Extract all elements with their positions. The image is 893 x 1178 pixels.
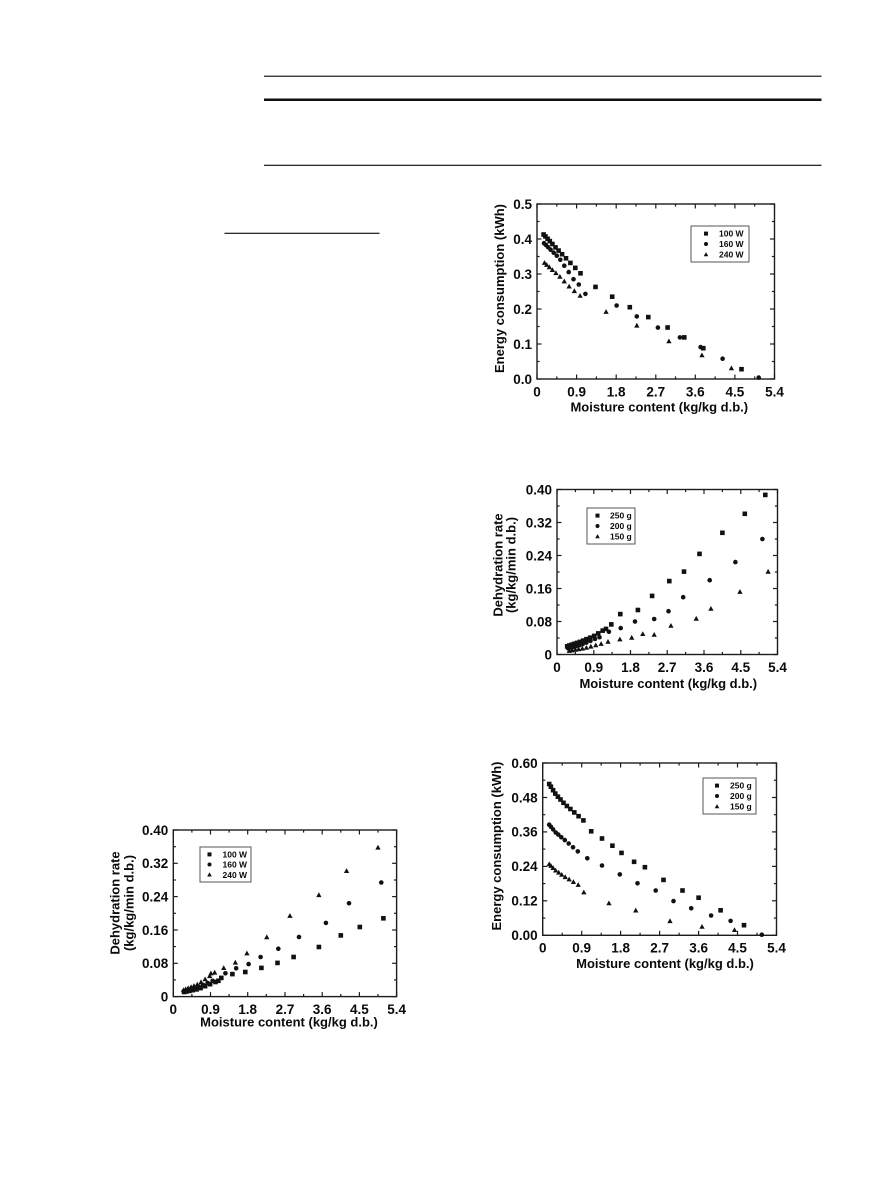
svg-text:3.6: 3.6 (313, 1002, 332, 1017)
svg-text:0.24: 0.24 (526, 548, 553, 563)
svg-text:0.1: 0.1 (513, 337, 532, 352)
svg-text:0: 0 (553, 660, 561, 675)
svg-text:0.40: 0.40 (526, 482, 552, 497)
svg-text:150 g: 150 g (730, 802, 752, 812)
svg-text:100 W: 100 W (223, 850, 249, 860)
svg-text:1.8: 1.8 (238, 1002, 257, 1017)
svg-text:250 g: 250 g (610, 511, 632, 521)
svg-text:240 W: 240 W (223, 870, 249, 880)
svg-text:100 W: 100 W (719, 229, 745, 239)
svg-text:0: 0 (161, 989, 169, 1004)
svg-text:0.48: 0.48 (511, 790, 538, 805)
svg-text:0.4: 0.4 (513, 232, 532, 247)
svg-text:0.16: 0.16 (142, 923, 169, 938)
svg-text:0.9: 0.9 (572, 941, 591, 956)
svg-text:2.7: 2.7 (650, 941, 669, 956)
svg-text:Dehydration rate: Dehydration rate (491, 513, 506, 616)
svg-text:0.16: 0.16 (526, 581, 553, 596)
svg-text:0: 0 (170, 1002, 178, 1017)
svg-text:4.5: 4.5 (731, 660, 750, 675)
svg-text:5.4: 5.4 (767, 941, 786, 956)
svg-text:1.8: 1.8 (621, 660, 640, 675)
svg-text:0.40: 0.40 (142, 823, 168, 838)
svg-text:0.36: 0.36 (511, 825, 538, 840)
svg-text:200 g: 200 g (610, 521, 632, 531)
svg-text:1.8: 1.8 (607, 384, 626, 399)
svg-text:0.9: 0.9 (201, 1002, 220, 1017)
svg-text:(kg/kg/min d.b.): (kg/kg/min d.b.) (504, 517, 519, 613)
svg-text:0.5: 0.5 (513, 197, 532, 212)
svg-text:0.3: 0.3 (513, 267, 532, 282)
svg-text:0.24: 0.24 (511, 859, 538, 874)
svg-text:Energy consumption (kWh): Energy consumption (kWh) (489, 762, 504, 931)
svg-text:0.9: 0.9 (567, 384, 586, 399)
svg-text:0.0: 0.0 (513, 372, 532, 387)
svg-text:0.9: 0.9 (584, 660, 603, 675)
svg-text:Moisture content (kg/kg d.b.): Moisture content (kg/kg d.b.) (576, 956, 754, 971)
svg-text:200 g: 200 g (730, 791, 752, 801)
svg-text:3.6: 3.6 (689, 941, 708, 956)
svg-text:0.00: 0.00 (511, 928, 537, 943)
svg-text:3.6: 3.6 (686, 384, 705, 399)
svg-text:5.4: 5.4 (387, 1002, 406, 1017)
svg-text:0: 0 (544, 647, 552, 662)
svg-text:Moisture content (kg/kg d.b.): Moisture content (kg/kg d.b.) (200, 1015, 378, 1030)
svg-text:Moisture content (kg/kg d.b.): Moisture content (kg/kg d.b.) (579, 676, 757, 691)
svg-text:0.2: 0.2 (513, 302, 532, 317)
svg-text:150 g: 150 g (610, 532, 632, 542)
svg-text:Energy consumption (kWh): Energy consumption (kWh) (492, 204, 507, 373)
svg-text:1.8: 1.8 (611, 941, 630, 956)
svg-text:0.60: 0.60 (511, 756, 537, 771)
svg-text:240 W: 240 W (719, 250, 745, 260)
svg-text:0: 0 (539, 941, 547, 956)
svg-text:(kg/kg/min d.b.): (kg/kg/min d.b.) (122, 855, 137, 951)
svg-text:2.7: 2.7 (658, 660, 677, 675)
svg-text:250 g: 250 g (730, 781, 752, 791)
svg-text:4.5: 4.5 (728, 941, 747, 956)
svg-text:5.4: 5.4 (768, 660, 787, 675)
svg-text:2.7: 2.7 (646, 384, 665, 399)
svg-text:4.5: 4.5 (350, 1002, 369, 1017)
svg-text:Moisture content (kg/kg d.b.): Moisture content (kg/kg d.b.) (570, 400, 748, 415)
svg-text:0.08: 0.08 (142, 956, 169, 971)
svg-text:0: 0 (533, 384, 541, 399)
svg-text:160 W: 160 W (719, 239, 745, 249)
svg-text:0.32: 0.32 (142, 856, 168, 871)
svg-text:2.7: 2.7 (276, 1002, 295, 1017)
svg-text:4.5: 4.5 (726, 384, 745, 399)
svg-text:3.6: 3.6 (695, 660, 714, 675)
svg-text:160 W: 160 W (223, 860, 249, 870)
svg-text:0.12: 0.12 (511, 894, 537, 909)
svg-text:5.4: 5.4 (765, 384, 784, 399)
svg-text:Dehydration rate: Dehydration rate (108, 851, 123, 954)
svg-text:0.32: 0.32 (526, 515, 552, 530)
svg-text:0.24: 0.24 (142, 889, 169, 904)
svg-text:0.08: 0.08 (526, 614, 553, 629)
